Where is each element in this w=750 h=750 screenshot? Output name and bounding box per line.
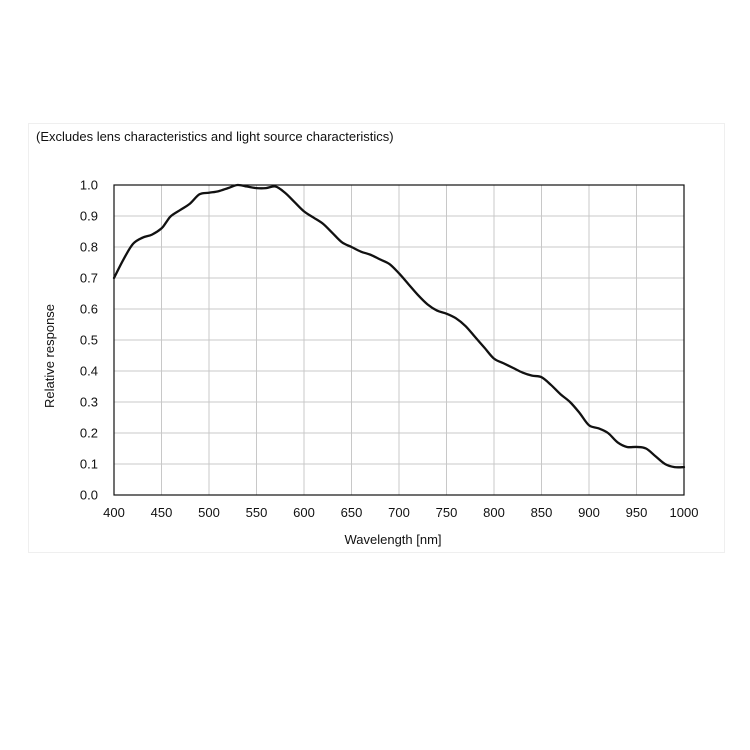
chart-note: (Excludes lens characteristics and light… — [36, 129, 394, 144]
grid — [113, 184, 685, 496]
x-tick-label: 450 — [151, 505, 173, 520]
x-tick-label: 750 — [436, 505, 458, 520]
x-tick-label: 950 — [626, 505, 648, 520]
x-axis-label: Wavelength [nm] — [344, 532, 441, 547]
y-tick-label: 0.6 — [80, 302, 98, 317]
y-tick-label: 0.8 — [80, 240, 98, 255]
figure-panel — [28, 123, 725, 553]
x-tick-label: 550 — [246, 505, 268, 520]
x-tick-label: 650 — [341, 505, 363, 520]
y-tick-label: 0.5 — [80, 333, 98, 348]
y-tick-label: 0.0 — [80, 488, 98, 503]
x-tick-label: 850 — [531, 505, 553, 520]
x-tick-label: 900 — [578, 505, 600, 520]
y-tick-labels: 0.0 0.1 0.2 0.3 0.4 0.5 0.6 0.7 0.8 0.9 1.0 — [80, 178, 98, 503]
series-line — [112, 183, 686, 469]
y-tick-label: 0.9 — [80, 209, 98, 224]
y-tick-label: 0.3 — [80, 395, 98, 410]
x-tick-label: 1000 — [670, 505, 699, 520]
x-tick-label: 800 — [483, 505, 505, 520]
x-tick-label: 700 — [388, 505, 410, 520]
plot-frame — [113, 184, 685, 496]
y-tick-label: 0.7 — [80, 271, 98, 286]
y-axis-label: Relative response — [42, 304, 57, 408]
x-tick-label: 500 — [198, 505, 220, 520]
x-tick-labels: 400 450 500 550 600 650 700 750 800 850 900 950 1000 — [103, 505, 698, 520]
x-tick-label: 400 — [103, 505, 125, 520]
y-tick-label: 1.0 — [80, 178, 98, 193]
y-tick-label: 0.2 — [80, 426, 98, 441]
y-tick-label: 0.4 — [80, 364, 98, 379]
x-tick-label: 600 — [293, 505, 315, 520]
y-tick-label: 0.1 — [80, 457, 98, 472]
